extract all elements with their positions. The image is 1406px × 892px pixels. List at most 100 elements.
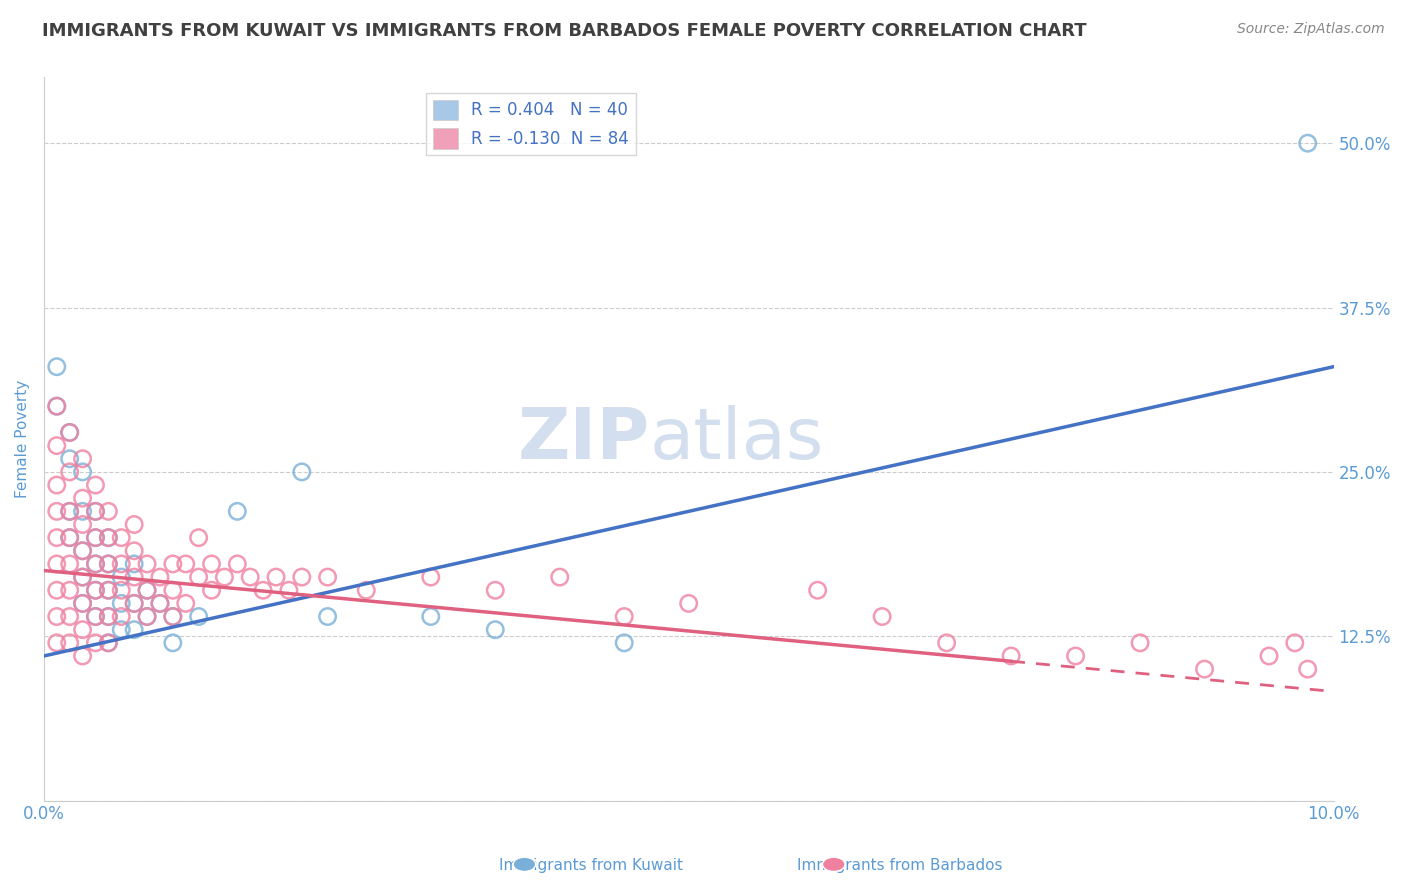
Text: atlas: atlas bbox=[650, 405, 824, 474]
Point bbox=[45, 359, 67, 374]
Point bbox=[136, 609, 159, 624]
Point bbox=[45, 583, 67, 598]
Point bbox=[484, 583, 506, 598]
Point bbox=[97, 609, 120, 624]
Point bbox=[162, 609, 184, 624]
Point bbox=[200, 557, 222, 571]
Point bbox=[97, 636, 120, 650]
Point bbox=[59, 609, 82, 624]
Point bbox=[72, 543, 94, 558]
Point bbox=[200, 583, 222, 598]
Point bbox=[110, 557, 132, 571]
Point bbox=[239, 570, 262, 584]
Point bbox=[226, 504, 249, 518]
Point bbox=[214, 570, 236, 584]
Point bbox=[122, 570, 145, 584]
Point bbox=[1064, 648, 1087, 663]
Point bbox=[252, 583, 274, 598]
Point bbox=[291, 465, 314, 479]
Point bbox=[548, 570, 571, 584]
Point bbox=[110, 596, 132, 610]
Point bbox=[149, 596, 172, 610]
Point bbox=[122, 596, 145, 610]
Point bbox=[84, 504, 107, 518]
Point bbox=[807, 583, 830, 598]
Point bbox=[316, 570, 339, 584]
Point bbox=[149, 570, 172, 584]
Point bbox=[45, 439, 67, 453]
Point bbox=[97, 583, 120, 598]
Point bbox=[45, 399, 67, 413]
Point bbox=[162, 609, 184, 624]
Point bbox=[110, 531, 132, 545]
Point bbox=[122, 557, 145, 571]
Point bbox=[122, 596, 145, 610]
Point bbox=[1194, 662, 1216, 676]
Point bbox=[136, 583, 159, 598]
Point bbox=[84, 557, 107, 571]
Point bbox=[97, 531, 120, 545]
Point bbox=[59, 583, 82, 598]
Point bbox=[59, 557, 82, 571]
Text: IMMIGRANTS FROM KUWAIT VS IMMIGRANTS FROM BARBADOS FEMALE POVERTY CORRELATION CH: IMMIGRANTS FROM KUWAIT VS IMMIGRANTS FRO… bbox=[42, 22, 1087, 40]
Point bbox=[110, 609, 132, 624]
Point bbox=[97, 531, 120, 545]
Point bbox=[187, 531, 209, 545]
Point bbox=[84, 478, 107, 492]
Point bbox=[59, 504, 82, 518]
Point bbox=[187, 609, 209, 624]
Point bbox=[84, 609, 107, 624]
Point bbox=[84, 557, 107, 571]
Point bbox=[110, 583, 132, 598]
Text: ZIP: ZIP bbox=[517, 405, 650, 474]
Point bbox=[45, 504, 67, 518]
Point bbox=[870, 609, 893, 624]
Text: Source: ZipAtlas.com: Source: ZipAtlas.com bbox=[1237, 22, 1385, 37]
Point bbox=[72, 623, 94, 637]
Point bbox=[45, 557, 67, 571]
Point bbox=[419, 570, 441, 584]
Point bbox=[110, 623, 132, 637]
Point bbox=[97, 557, 120, 571]
Point bbox=[97, 504, 120, 518]
Legend: R = 0.404   N = 40, R = -0.130  N = 84: R = 0.404 N = 40, R = -0.130 N = 84 bbox=[426, 93, 636, 155]
Point bbox=[72, 648, 94, 663]
Point bbox=[59, 504, 82, 518]
Point bbox=[110, 570, 132, 584]
Point bbox=[72, 570, 94, 584]
Point bbox=[419, 609, 441, 624]
Point bbox=[72, 596, 94, 610]
Point bbox=[45, 531, 67, 545]
Point bbox=[122, 623, 145, 637]
Point bbox=[59, 425, 82, 440]
Text: Immigrants from Barbados: Immigrants from Barbados bbox=[797, 858, 1002, 872]
Point bbox=[613, 609, 636, 624]
Point bbox=[97, 609, 120, 624]
Point bbox=[149, 596, 172, 610]
Point bbox=[264, 570, 287, 584]
Point bbox=[72, 504, 94, 518]
Point bbox=[613, 636, 636, 650]
Point bbox=[84, 531, 107, 545]
Point bbox=[1129, 636, 1152, 650]
Point bbox=[136, 557, 159, 571]
Point bbox=[97, 557, 120, 571]
Point bbox=[59, 465, 82, 479]
Point bbox=[226, 557, 249, 571]
Point bbox=[72, 451, 94, 466]
Point bbox=[174, 557, 197, 571]
Point bbox=[1284, 636, 1306, 650]
Point bbox=[72, 465, 94, 479]
Point bbox=[162, 557, 184, 571]
Point bbox=[84, 504, 107, 518]
Point bbox=[935, 636, 957, 650]
Point bbox=[484, 623, 506, 637]
Point bbox=[277, 583, 299, 598]
Point bbox=[45, 478, 67, 492]
Point bbox=[45, 399, 67, 413]
Point bbox=[84, 531, 107, 545]
Point bbox=[72, 543, 94, 558]
Point bbox=[59, 451, 82, 466]
Text: Immigrants from Kuwait: Immigrants from Kuwait bbox=[499, 858, 682, 872]
Point bbox=[1258, 648, 1281, 663]
